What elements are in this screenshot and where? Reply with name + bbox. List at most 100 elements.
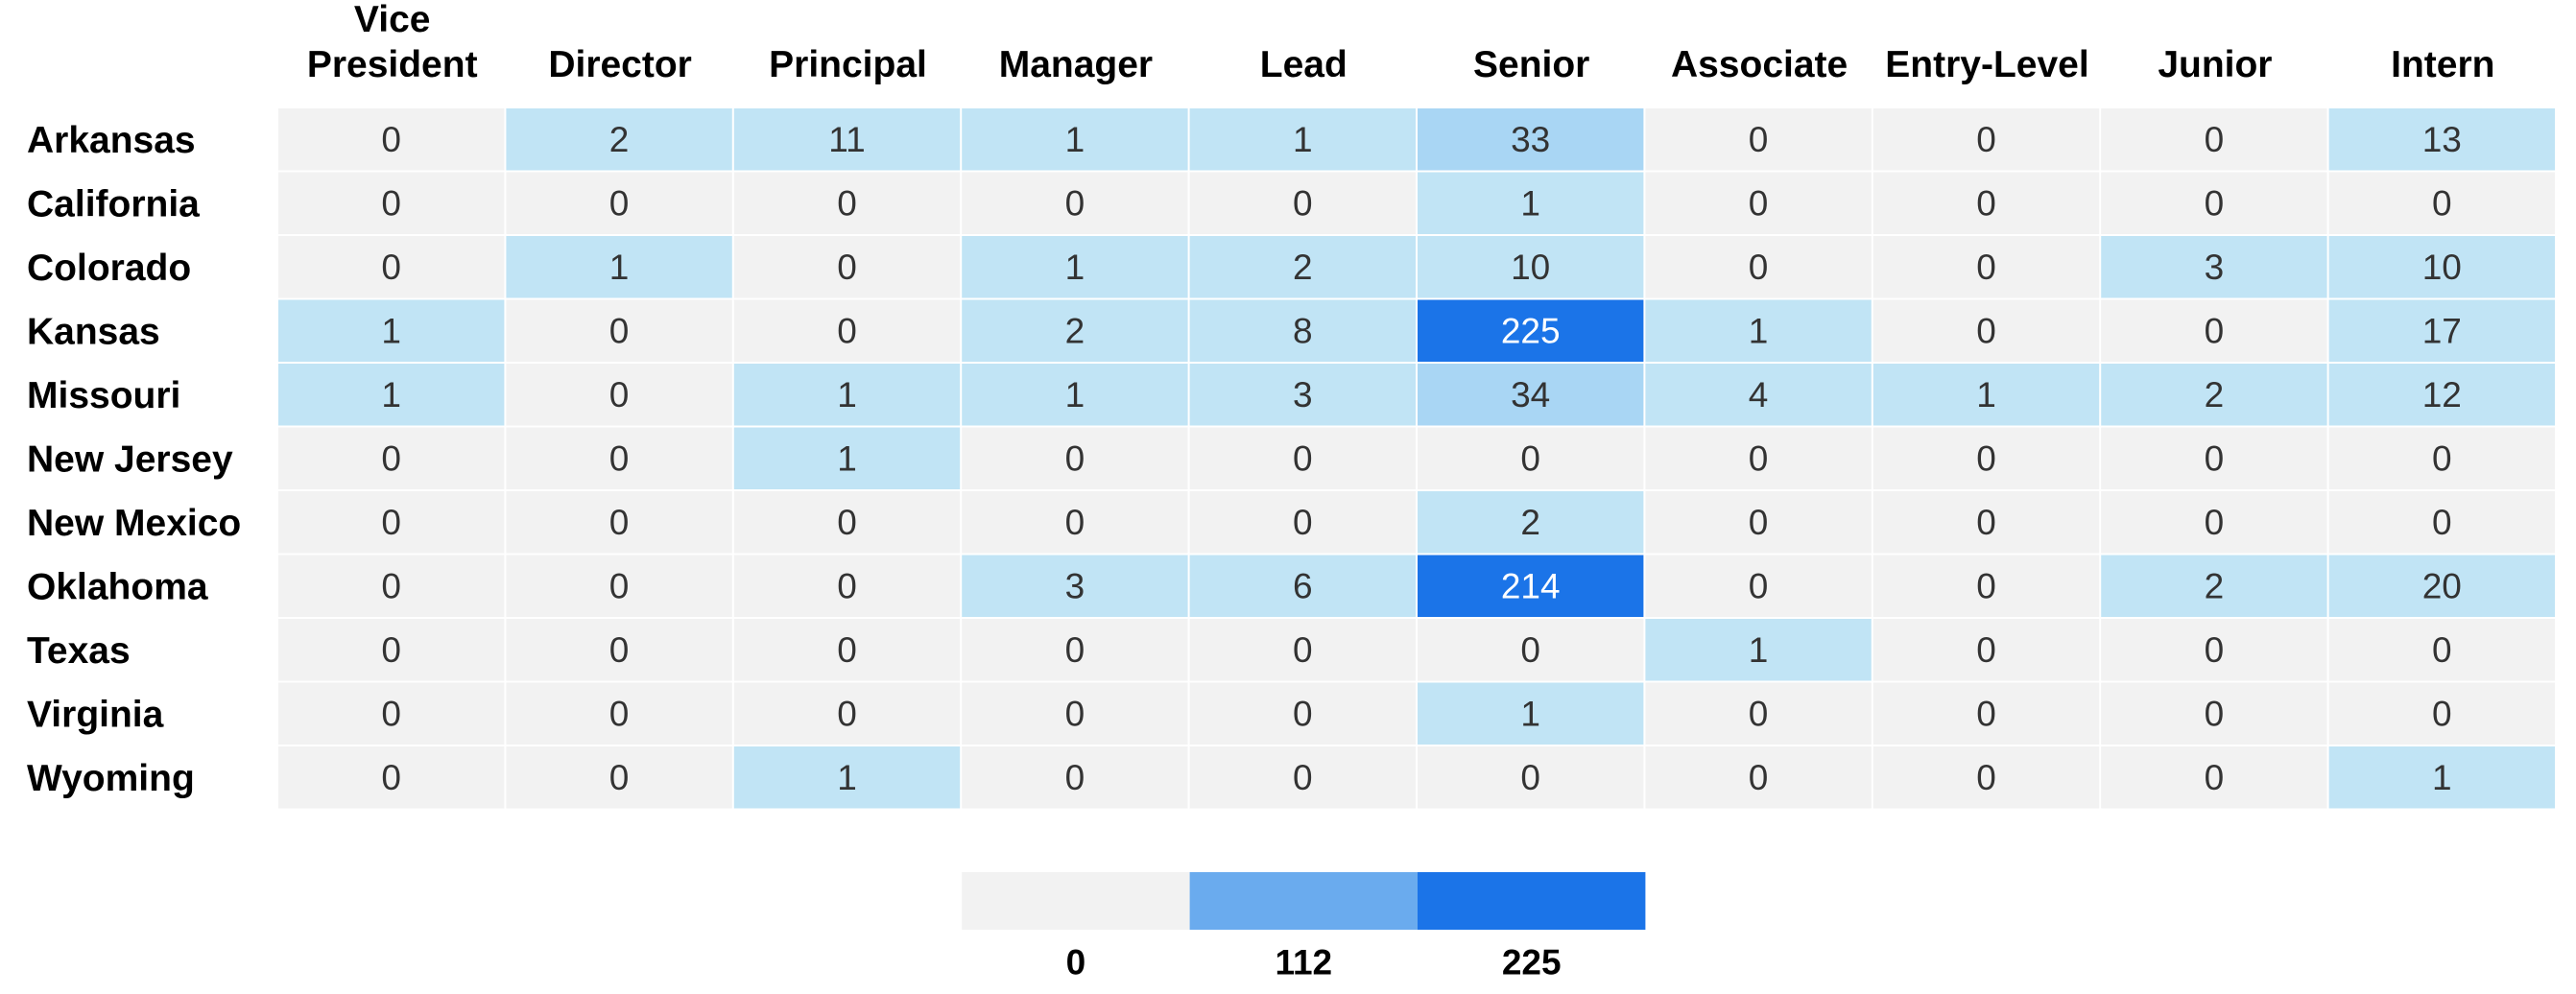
cell-value-label: 0 (1749, 438, 1769, 478)
cell-value-label: 225 (1501, 311, 1561, 350)
heatmap-cell (1189, 108, 1416, 171)
heatmap-cell (733, 491, 961, 554)
legend-tick-label: 0 (1066, 943, 1086, 982)
heatmap-cell (1645, 236, 1872, 298)
column-label: Manager (999, 44, 1153, 85)
cell-value-label: 0 (1976, 694, 1996, 733)
heatmap-cell (1872, 108, 2100, 171)
heatmap-cell (2328, 491, 2555, 554)
heatmap-cell (278, 619, 505, 681)
heatmap-cell (1872, 619, 2100, 681)
cell-value-label: 1 (1065, 120, 1085, 159)
cell-value-label: 1 (1065, 248, 1085, 287)
column-labels: Vice President Director Principal Manager Lea… (307, 0, 2495, 85)
heatmap-cell (1645, 299, 1872, 362)
cell-value-label: 6 (1293, 566, 1313, 605)
heatmap-cell (2328, 555, 2555, 617)
heatmap-cell (278, 172, 505, 234)
heatmap-cell (1872, 364, 2100, 426)
cell-value-label: 0 (609, 694, 630, 733)
heatmap-cell (1645, 555, 1872, 617)
heatmap-cell (506, 364, 732, 426)
cell-value-label: 0 (1065, 630, 1085, 670)
heatmap-cell (1645, 682, 1872, 745)
cell-value-label: 0 (609, 566, 630, 605)
heatmap-cell (1418, 427, 1644, 489)
cell-value-label: 0 (1976, 758, 1996, 797)
heatmap-cell (2328, 682, 2555, 745)
cell-value-label: 0 (1976, 630, 1996, 670)
cell-value-label: 0 (1065, 503, 1085, 542)
cell-value-label: 0 (1293, 503, 1313, 542)
column-label: Associate (1671, 44, 1848, 85)
row-label: New Mexico (27, 503, 241, 544)
cell-value-label: 0 (609, 183, 630, 223)
heatmap-cell (1189, 491, 1416, 554)
cell-value-label: 0 (1293, 694, 1313, 733)
heatmap-cell (1418, 746, 1644, 809)
row-labels: Arkansas California Colorado Kansas Missouri… (27, 120, 241, 799)
heatmap-cell (962, 299, 1188, 362)
cell-value-label: 0 (1976, 566, 1996, 605)
cell-value-label: 2 (2205, 566, 2225, 605)
cell-value-label: 1 (1749, 311, 1769, 350)
cell-value-label: 0 (609, 375, 630, 414)
cell-value-label: 2 (1520, 503, 1540, 542)
cell-value-label: 0 (381, 503, 401, 542)
cell-value-label: 0 (1976, 311, 1996, 350)
cell-value-label: 0 (609, 503, 630, 542)
column-label: Vice President (307, 0, 478, 85)
cell-value-label: 0 (1520, 758, 1540, 797)
cell-value-label: 0 (381, 566, 401, 605)
legend-swatch (962, 872, 1190, 930)
heatmap-cell (1189, 555, 1416, 617)
heatmap-cell (2328, 172, 2555, 234)
cell-value-label: 0 (609, 630, 630, 670)
cell-value-label: 0 (609, 311, 630, 350)
heatmap-cell (2101, 427, 2327, 489)
cell-value-label: 10 (2422, 248, 2462, 287)
heatmap-cell (1645, 364, 1872, 426)
cell-value-label: 3 (1065, 566, 1085, 605)
cell-value-label: 0 (837, 694, 857, 733)
cell-value-label: 0 (381, 438, 401, 478)
cell-value-label: 1 (381, 311, 401, 350)
column-label: Lead (1260, 44, 1348, 85)
heatmap-cell (506, 427, 732, 489)
cell-value-label: 0 (837, 183, 857, 223)
heatmap-cell (2101, 172, 2327, 234)
heatmap-cell (1189, 172, 1416, 234)
row-label: Arkansas (27, 120, 196, 161)
heatmap-cell (506, 746, 732, 809)
cell-value-label: 8 (1293, 311, 1313, 350)
cell-value-label: 1 (1520, 183, 1540, 223)
heatmap-cell (2328, 364, 2555, 426)
cell-value-label: 0 (1976, 503, 1996, 542)
heatmap-cell (733, 746, 961, 809)
heatmap-cell (1645, 619, 1872, 681)
cell-value-label: 0 (2205, 183, 2225, 223)
cell-value-label: 10 (1511, 248, 1550, 287)
cell-value-label: 2 (1065, 311, 1085, 350)
cell-value-label: 0 (609, 758, 630, 797)
column-label: Principal (769, 44, 927, 85)
color-legend: 0 112 225 (962, 872, 1646, 982)
heatmap-cell (278, 427, 505, 489)
cell-value-label: 0 (837, 503, 857, 542)
cell-value-label: 0 (2432, 694, 2452, 733)
heatmap-cell (506, 491, 732, 554)
column-label: Intern (2391, 44, 2494, 85)
heatmap-cell (1645, 427, 1872, 489)
cell-value-label: 1 (837, 758, 857, 797)
cell-value-label: 0 (1293, 630, 1313, 670)
heatmap-cell (278, 682, 505, 745)
heatmap-cell (733, 364, 961, 426)
heatmap-cell (2101, 108, 2327, 171)
cell-value-label: 0 (1976, 120, 1996, 159)
cell-value-label: 0 (1293, 183, 1313, 223)
cell-value-label: 0 (837, 566, 857, 605)
heatmap-cell (1189, 427, 1416, 489)
cell-value-label: 0 (2205, 630, 2225, 670)
row-label: Missouri (27, 375, 180, 416)
heatmap-cell (2328, 746, 2555, 809)
